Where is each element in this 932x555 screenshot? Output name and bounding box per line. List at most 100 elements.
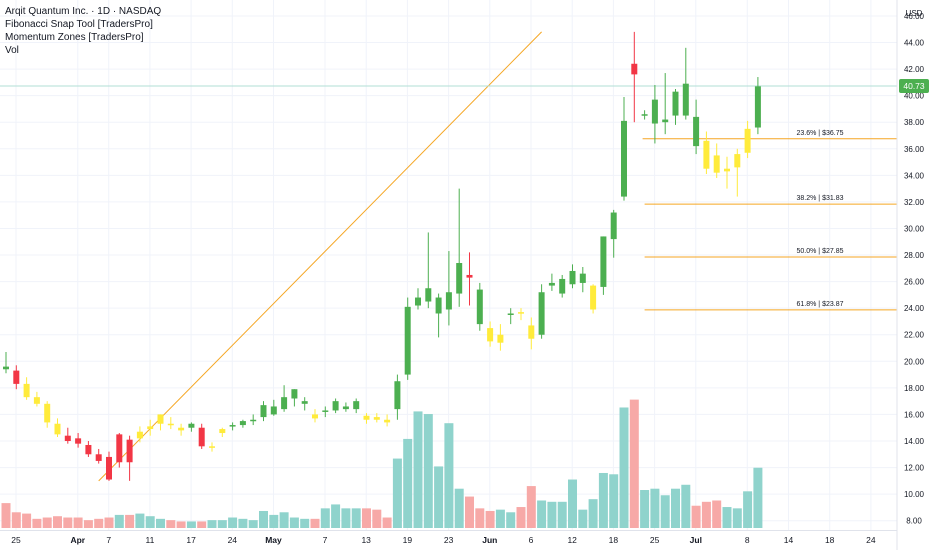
- volume-bar[interactable]: [83, 520, 93, 528]
- candle[interactable]: [435, 293, 442, 338]
- volume-bar[interactable]: [63, 517, 73, 528]
- candle[interactable]: [497, 324, 504, 351]
- volume-bar[interactable]: [650, 488, 660, 528]
- volume-bar[interactable]: [248, 520, 258, 528]
- candle[interactable]: [384, 414, 391, 427]
- candle[interactable]: [631, 31, 638, 123]
- volume-bar[interactable]: [269, 514, 279, 528]
- volume-bar[interactable]: [423, 414, 433, 528]
- candle[interactable]: [281, 385, 288, 412]
- candle[interactable]: [250, 414, 257, 426]
- candle[interactable]: [559, 274, 566, 298]
- volume-bar[interactable]: [320, 508, 330, 528]
- candle[interactable]: [713, 143, 720, 178]
- candle[interactable]: [703, 131, 710, 175]
- volume-bar[interactable]: [176, 521, 186, 528]
- candle[interactable]: [621, 96, 627, 201]
- candle[interactable]: [312, 409, 318, 423]
- candle[interactable]: [3, 352, 9, 374]
- candle[interactable]: [13, 365, 20, 390]
- candle[interactable]: [136, 426, 143, 443]
- candle[interactable]: [651, 85, 658, 144]
- volume-bar[interactable]: [392, 458, 402, 528]
- candle[interactable]: [23, 377, 30, 400]
- volume-bar[interactable]: [125, 514, 135, 528]
- volume-bar[interactable]: [475, 508, 485, 528]
- candle[interactable]: [167, 417, 174, 430]
- volume-bar[interactable]: [578, 509, 588, 528]
- candle[interactable]: [724, 156, 730, 189]
- volume-bar[interactable]: [310, 518, 320, 528]
- volume-bar[interactable]: [506, 512, 516, 528]
- volume-bar[interactable]: [537, 500, 547, 528]
- volume-bar[interactable]: [444, 423, 454, 528]
- volume-bar[interactable]: [434, 466, 444, 528]
- volume-bar[interactable]: [341, 508, 351, 528]
- volume-bar[interactable]: [94, 518, 104, 528]
- candle[interactable]: [734, 148, 741, 197]
- candle[interactable]: [126, 435, 133, 481]
- volume-bar[interactable]: [166, 520, 176, 528]
- trendline[interactable]: [98, 31, 542, 482]
- candle[interactable]: [476, 282, 483, 331]
- volume-bar[interactable]: [362, 508, 371, 528]
- volume-bar[interactable]: [526, 486, 536, 528]
- candle[interactable]: [188, 422, 195, 432]
- volume-bar[interactable]: [11, 512, 21, 528]
- volume-bar[interactable]: [228, 517, 238, 528]
- candle[interactable]: [332, 398, 339, 414]
- candle[interactable]: [64, 427, 71, 444]
- volume-bar[interactable]: [42, 517, 52, 528]
- candle[interactable]: [95, 448, 102, 464]
- candle[interactable]: [106, 451, 112, 481]
- volume-bar[interactable]: [289, 517, 299, 528]
- candle[interactable]: [75, 433, 82, 448]
- volume-bar[interactable]: [598, 472, 608, 528]
- volume-bar[interactable]: [640, 490, 650, 528]
- candle[interactable]: [33, 391, 40, 407]
- candle[interactable]: [466, 252, 473, 306]
- volume-bar[interactable]: [1, 503, 11, 528]
- candle[interactable]: [198, 423, 205, 449]
- candle[interactable]: [270, 399, 277, 416]
- volume-bar[interactable]: [691, 505, 701, 528]
- candle[interactable]: [744, 120, 751, 159]
- candle[interactable]: [363, 413, 370, 424]
- volume-bar[interactable]: [568, 479, 577, 528]
- indicator-volume[interactable]: Vol: [5, 45, 19, 56]
- candle[interactable]: [219, 427, 226, 438]
- volume-bar[interactable]: [279, 512, 289, 528]
- volume-bar[interactable]: [588, 499, 598, 528]
- candle[interactable]: [239, 419, 246, 428]
- candle[interactable]: [693, 99, 700, 155]
- candle[interactable]: [415, 288, 421, 310]
- volume-bar[interactable]: [32, 518, 42, 528]
- volume-bar[interactable]: [372, 509, 382, 528]
- candle[interactable]: [610, 209, 617, 258]
- volume-bar[interactable]: [156, 518, 165, 528]
- candle[interactable]: [147, 419, 154, 436]
- volume-bar[interactable]: [217, 520, 227, 528]
- volume-bar[interactable]: [609, 474, 619, 528]
- volume-bar[interactable]: [197, 521, 207, 528]
- candle[interactable]: [518, 308, 524, 321]
- candle[interactable]: [548, 273, 555, 291]
- volume-bar[interactable]: [207, 520, 217, 528]
- candle[interactable]: [404, 297, 411, 380]
- candle[interactable]: [209, 442, 215, 452]
- candle[interactable]: [291, 389, 298, 407]
- last-price-badge[interactable]: [899, 78, 929, 93]
- volume-bar[interactable]: [238, 518, 248, 528]
- candle[interactable]: [157, 414, 164, 431]
- candle[interactable]: [373, 413, 380, 423]
- candle[interactable]: [528, 317, 535, 350]
- candle[interactable]: [538, 284, 545, 339]
- candle[interactable]: [672, 88, 679, 125]
- volume-bar[interactable]: [413, 411, 423, 528]
- volume-bar[interactable]: [743, 491, 753, 528]
- volume-bar[interactable]: [331, 504, 341, 528]
- volume-bar[interactable]: [465, 496, 474, 528]
- volume-bar[interactable]: [259, 510, 268, 528]
- candle[interactable]: [322, 406, 329, 418]
